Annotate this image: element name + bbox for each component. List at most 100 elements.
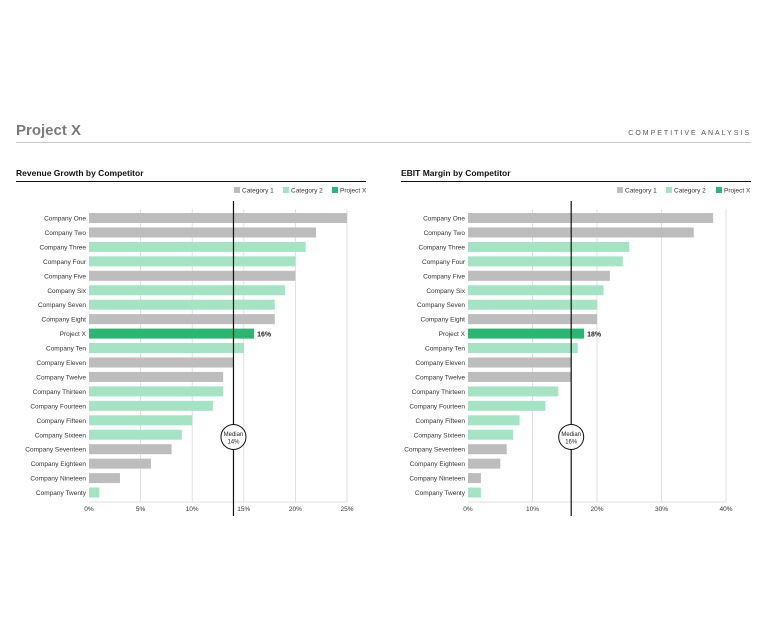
bar bbox=[89, 444, 172, 455]
bar bbox=[468, 343, 578, 354]
data-label: 18% bbox=[587, 331, 602, 338]
x-tick-label: 10% bbox=[526, 506, 539, 513]
bar bbox=[89, 386, 224, 397]
legend-swatch bbox=[283, 187, 289, 193]
category-label: Company Eight bbox=[421, 317, 466, 324]
category-label: Company Three bbox=[419, 244, 466, 251]
category-label: Company One bbox=[44, 216, 86, 223]
category-label: Project X bbox=[439, 331, 466, 338]
median-label: Median bbox=[224, 432, 244, 438]
bar bbox=[468, 213, 714, 223]
category-label: Company Nineteen bbox=[30, 476, 86, 483]
category-label: Company Two bbox=[424, 230, 466, 237]
bar bbox=[89, 299, 275, 310]
category-label: Company Four bbox=[43, 259, 87, 266]
bar bbox=[89, 328, 255, 339]
revenue-growth-chart: Category 1 Category 2 Project X 0% 5% 10% 15% 2… bbox=[25, 187, 366, 516]
chart-title-rule bbox=[16, 181, 366, 182]
x-tick-label: 40% bbox=[719, 506, 732, 513]
category-label: Project X bbox=[60, 331, 87, 338]
bar bbox=[89, 343, 244, 354]
category-label: Company Ten bbox=[46, 346, 86, 353]
category-label: Company One bbox=[423, 216, 465, 223]
legend-label: Category 1 bbox=[242, 188, 274, 195]
bar bbox=[89, 400, 213, 411]
bar bbox=[89, 213, 347, 223]
bar bbox=[468, 299, 597, 310]
ebit-margin-chart: Category 1 Category 2 Project X 0% 10% 20% 30%… bbox=[404, 187, 751, 516]
bar bbox=[468, 371, 572, 382]
bar bbox=[468, 458, 501, 469]
category-label: Company Seventeen bbox=[404, 447, 465, 454]
bar bbox=[468, 386, 559, 397]
data-label: 16% bbox=[257, 331, 272, 338]
category-label: Company Sixteen bbox=[35, 432, 87, 439]
x-tick-label: 25% bbox=[340, 506, 353, 513]
category-label: Company Sixteen bbox=[414, 432, 466, 439]
bar bbox=[89, 429, 182, 440]
category-label: Company Four bbox=[422, 259, 466, 266]
median-label: Median bbox=[561, 432, 581, 438]
category-label: Company Fourteen bbox=[30, 403, 86, 410]
category-label: Company Fifteen bbox=[37, 418, 87, 425]
x-tick-label: 15% bbox=[237, 506, 250, 513]
bar bbox=[468, 314, 597, 325]
bar bbox=[89, 458, 151, 469]
bar bbox=[468, 241, 630, 252]
category-label: Company Twenty bbox=[36, 490, 87, 497]
category-label: Company Five bbox=[423, 273, 465, 280]
bar bbox=[468, 444, 507, 455]
bar bbox=[468, 328, 585, 339]
category-label: Company Eighteen bbox=[410, 461, 466, 468]
category-label: Company Two bbox=[45, 230, 87, 237]
bar bbox=[468, 400, 546, 411]
category-label: Company Five bbox=[44, 273, 86, 280]
bar bbox=[89, 314, 275, 325]
x-tick-label: 0% bbox=[463, 506, 473, 513]
bar bbox=[89, 487, 100, 498]
bar bbox=[468, 357, 572, 368]
x-tick-label: 20% bbox=[289, 506, 302, 513]
category-label: Company Thirteen bbox=[412, 389, 466, 396]
bar bbox=[89, 256, 296, 267]
legend-label: Project X bbox=[340, 188, 366, 195]
x-tick-label: 10% bbox=[186, 506, 199, 513]
median-marker bbox=[220, 423, 247, 450]
category-label: Company Seven bbox=[38, 302, 86, 309]
page-header: Project X COMPETITIVE ANALYSIS bbox=[16, 122, 751, 143]
bar bbox=[89, 473, 120, 484]
category-label: Company Thirteen bbox=[33, 389, 87, 396]
category-label: Company Twelve bbox=[36, 374, 86, 381]
bar bbox=[89, 270, 296, 281]
legend-label: Category 2 bbox=[291, 188, 323, 195]
legend-swatch bbox=[716, 187, 722, 193]
category-label: Company Seventeen bbox=[25, 447, 86, 454]
legend-swatch bbox=[666, 187, 672, 193]
category-label: Company Nineteen bbox=[409, 476, 465, 483]
bar bbox=[468, 415, 520, 426]
bar bbox=[468, 429, 514, 440]
median-value-label: 16% bbox=[565, 439, 578, 445]
chart-title-rule bbox=[401, 181, 751, 182]
category-label: Company Fifteen bbox=[416, 418, 466, 425]
bar bbox=[89, 241, 306, 252]
category-label: Company Six bbox=[47, 288, 86, 295]
x-tick-label: 20% bbox=[590, 506, 603, 513]
legend-label: Project X bbox=[724, 188, 751, 195]
category-label: Company Eighteen bbox=[31, 461, 87, 468]
x-tick-label: 0% bbox=[84, 506, 94, 513]
median-marker bbox=[558, 423, 585, 450]
chart-title: Revenue Growth by Competitor bbox=[16, 168, 144, 178]
bar bbox=[89, 357, 234, 368]
chart-title: EBIT Margin by Competitor bbox=[401, 168, 511, 178]
category-label: Company Fourteen bbox=[409, 403, 465, 410]
bar bbox=[468, 270, 610, 281]
legend-label: Category 1 bbox=[625, 188, 657, 195]
bar bbox=[89, 227, 317, 238]
category-label: Company Ten bbox=[425, 346, 465, 353]
category-label: Company Eight bbox=[42, 317, 87, 324]
category-label: Company Six bbox=[426, 288, 465, 295]
bar bbox=[468, 285, 604, 296]
category-label: Company Three bbox=[40, 244, 87, 251]
bar bbox=[468, 256, 623, 267]
